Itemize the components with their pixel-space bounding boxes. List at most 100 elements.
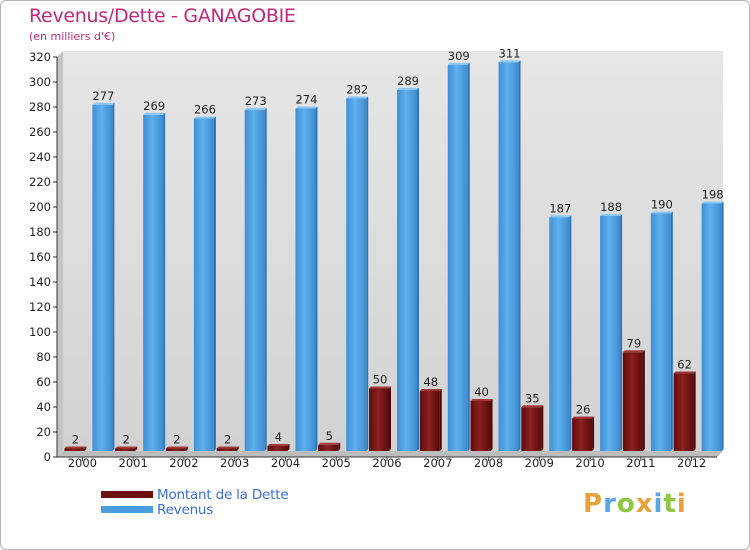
y-tick-label: 260 bbox=[29, 125, 51, 139]
bar-revenus-top bbox=[650, 211, 673, 214]
bar-dette-side bbox=[693, 371, 696, 451]
logo-letter: r bbox=[603, 489, 617, 519]
bar-dette-side bbox=[287, 444, 290, 451]
bar-revenus bbox=[650, 213, 671, 451]
bar-dette-top bbox=[318, 442, 341, 445]
proxiti-logo: Proxiti bbox=[583, 489, 687, 519]
data-label-revenus: 273 bbox=[245, 94, 267, 108]
bar-revenus-top bbox=[447, 62, 470, 65]
data-label-revenus: 277 bbox=[92, 89, 114, 103]
data-label-revenus: 289 bbox=[397, 74, 419, 88]
bar-revenus bbox=[397, 89, 417, 451]
bar-revenus-top bbox=[701, 201, 724, 204]
bar-revenus-side bbox=[569, 215, 572, 451]
data-label-revenus: 188 bbox=[600, 200, 622, 214]
bar-dette bbox=[216, 448, 237, 451]
bar-dette-side bbox=[389, 386, 391, 451]
logo-letter: x bbox=[635, 489, 654, 519]
y-tick-label: 20 bbox=[36, 425, 51, 439]
y-tick-label: 120 bbox=[29, 300, 51, 314]
bar-revenus-top bbox=[346, 96, 369, 99]
bar-dette bbox=[369, 388, 389, 451]
data-label-dette: 50 bbox=[373, 373, 388, 387]
y-tick-label: 0 bbox=[44, 450, 51, 464]
x-tick-label: 2011 bbox=[626, 456, 655, 470]
bar-revenus-top bbox=[92, 102, 115, 105]
bar-dette-side bbox=[490, 399, 493, 451]
x-tick-label: 2007 bbox=[423, 456, 452, 470]
bar-revenus-side bbox=[315, 106, 318, 451]
bar-dette-top bbox=[369, 386, 391, 389]
plot-left-wall bbox=[57, 51, 63, 457]
data-label-revenus: 190 bbox=[651, 198, 673, 212]
bar-revenus-top bbox=[498, 60, 521, 63]
bar-dette-top bbox=[115, 446, 138, 449]
bar-revenus bbox=[92, 104, 113, 451]
bar-revenus bbox=[549, 217, 570, 451]
x-tick-label: 2009 bbox=[525, 456, 554, 470]
bar-revenus-side bbox=[620, 214, 623, 451]
data-label-dette: 79 bbox=[627, 336, 642, 350]
legend-swatch-dette bbox=[101, 491, 153, 498]
bar-revenus bbox=[600, 216, 621, 451]
bar-dette-top bbox=[673, 371, 696, 374]
y-tick-label: 240 bbox=[29, 150, 51, 164]
bar-revenus bbox=[447, 64, 468, 451]
bar-dette-top bbox=[521, 405, 544, 408]
bar-dette-top bbox=[64, 446, 87, 449]
bar-dette bbox=[115, 448, 136, 451]
bar-dette-top bbox=[622, 350, 645, 353]
data-label-revenus: 187 bbox=[549, 201, 571, 215]
data-label-dette: 48 bbox=[423, 375, 438, 389]
bar-revenus bbox=[143, 114, 164, 451]
data-label-revenus: 269 bbox=[143, 99, 165, 113]
bar-dette bbox=[419, 391, 440, 451]
bar-dette bbox=[165, 448, 186, 451]
logo-letter: o bbox=[616, 489, 636, 519]
x-tick-label: 2005 bbox=[322, 456, 351, 470]
logo-letter: P bbox=[583, 489, 604, 519]
legend-label-dette: Montant de la Dette bbox=[157, 487, 289, 503]
bar-revenus-side bbox=[213, 116, 216, 451]
bar-revenus-top bbox=[397, 87, 419, 90]
bar-dette-side bbox=[592, 416, 595, 451]
bar-dette bbox=[521, 407, 542, 451]
bar-dette-top bbox=[470, 399, 493, 401]
bar-dette bbox=[572, 418, 593, 451]
chart-subtitle: (en milliers d'€) bbox=[29, 30, 116, 43]
bar-dette bbox=[622, 352, 643, 451]
bar-dette bbox=[318, 444, 339, 451]
bar-dette-side bbox=[84, 446, 87, 451]
legend-label-revenus: Revenus bbox=[157, 502, 214, 518]
bar-revenus-side bbox=[467, 62, 470, 451]
bar-dette-side bbox=[185, 446, 188, 451]
bar-dette-side bbox=[642, 350, 645, 451]
y-tick-label: 160 bbox=[29, 250, 51, 264]
plot-floor bbox=[57, 451, 723, 457]
data-label-revenus: 309 bbox=[448, 49, 470, 63]
x-tick-label: 2003 bbox=[220, 456, 249, 470]
bar-revenus-side bbox=[670, 211, 673, 451]
bar-dette bbox=[267, 446, 288, 451]
bar-dette-side bbox=[135, 446, 138, 451]
bar-dette-top bbox=[165, 446, 188, 449]
bar-dette-side bbox=[439, 389, 442, 451]
x-tick-label: 2004 bbox=[271, 456, 300, 470]
x-tick-label: 2002 bbox=[169, 456, 198, 470]
x-tick-label: 2006 bbox=[372, 456, 401, 470]
bar-revenus-top bbox=[295, 106, 318, 109]
x-tick-label: 2010 bbox=[575, 456, 604, 470]
data-label-dette: 2 bbox=[122, 433, 129, 447]
bar-revenus bbox=[346, 98, 367, 451]
data-label-revenus: 282 bbox=[346, 83, 368, 97]
x-tick-label: 2012 bbox=[677, 456, 706, 470]
logo-letter: t bbox=[663, 489, 677, 519]
data-label-revenus: 266 bbox=[194, 103, 216, 117]
bar-revenus bbox=[295, 108, 316, 451]
bar-revenus-top bbox=[143, 112, 166, 115]
y-tick-label: 220 bbox=[29, 175, 51, 189]
data-label-dette: 5 bbox=[326, 429, 333, 443]
y-tick-label: 40 bbox=[36, 400, 51, 414]
